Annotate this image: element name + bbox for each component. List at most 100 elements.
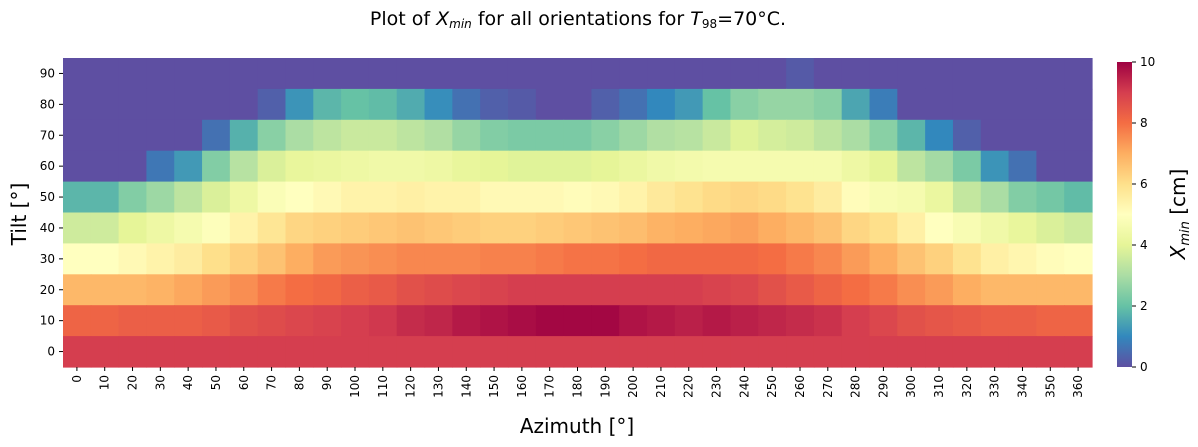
heatmap-cell bbox=[647, 274, 676, 306]
heatmap-cell bbox=[1036, 58, 1065, 90]
heatmap-cell bbox=[257, 150, 287, 183]
heatmap-cell bbox=[480, 181, 509, 214]
heatmap-cell bbox=[452, 150, 481, 183]
heatmap-cell bbox=[452, 274, 481, 306]
heatmap-cell bbox=[202, 88, 231, 121]
heatmap-cell bbox=[619, 305, 648, 337]
heatmap-cell bbox=[424, 181, 453, 214]
heatmap-cell bbox=[1008, 336, 1037, 368]
heatmap-cell bbox=[786, 336, 815, 368]
heatmap-cell bbox=[869, 181, 898, 214]
heatmap-cell bbox=[396, 181, 426, 214]
heatmap-cell bbox=[507, 274, 537, 306]
heatmap-cell bbox=[952, 305, 982, 337]
heatmap-cell bbox=[257, 336, 287, 368]
heatmap-cell bbox=[1064, 150, 1093, 183]
heatmap-cell bbox=[257, 181, 287, 214]
heatmap-cell bbox=[786, 274, 815, 306]
heatmap-cell bbox=[980, 305, 1010, 337]
heatmap-cell bbox=[285, 243, 314, 275]
heatmap-cell bbox=[313, 181, 342, 214]
heatmap-cell bbox=[813, 150, 843, 183]
heatmap-cell bbox=[507, 88, 537, 121]
heatmap-cell bbox=[952, 212, 982, 244]
heatmap-cell bbox=[841, 305, 871, 337]
heatmap-cell bbox=[1036, 305, 1065, 337]
heatmap-cell bbox=[202, 243, 231, 275]
heatmap-cell bbox=[1064, 243, 1093, 275]
heatmap-cell bbox=[535, 243, 565, 275]
heatmap-cell bbox=[90, 243, 120, 275]
heatmap-cell bbox=[341, 119, 370, 152]
heatmap-cell bbox=[730, 305, 759, 337]
heatmap-cell bbox=[1064, 58, 1093, 90]
heatmap-cell bbox=[313, 274, 342, 306]
heatmap-cell bbox=[591, 150, 620, 183]
heatmap-cell bbox=[1036, 119, 1065, 152]
heatmap-cell bbox=[341, 305, 370, 337]
heatmap-cell bbox=[535, 305, 565, 337]
heatmap-cell bbox=[786, 181, 815, 214]
heatmap-cell bbox=[396, 58, 426, 90]
heatmap-cell bbox=[90, 212, 120, 244]
heatmap-cell bbox=[869, 305, 898, 337]
y-tick-label: 60 bbox=[40, 159, 55, 173]
heatmap-cell bbox=[535, 150, 565, 183]
x-tick-label: 350 bbox=[1043, 375, 1057, 398]
heatmap-cell bbox=[368, 274, 398, 306]
heatmap-cell bbox=[174, 119, 203, 152]
heatmap-cell bbox=[647, 212, 676, 244]
heatmap-cell bbox=[1064, 181, 1093, 214]
x-tick-label: 360 bbox=[1071, 375, 1085, 398]
heatmap-cell bbox=[507, 119, 537, 152]
heatmap-cell bbox=[146, 58, 175, 90]
heatmap-cell bbox=[1036, 274, 1065, 306]
heatmap-cell bbox=[480, 274, 509, 306]
heatmap-cell bbox=[1036, 243, 1065, 275]
y-tick-label: 10 bbox=[40, 314, 55, 328]
heatmap-cell bbox=[202, 58, 231, 90]
heatmap-cell bbox=[591, 274, 620, 306]
heatmap-cell bbox=[980, 119, 1010, 152]
heatmap-cell bbox=[452, 212, 481, 244]
x-tick-label: 140 bbox=[459, 375, 473, 398]
heatmap-cell bbox=[368, 336, 398, 368]
heatmap-cell bbox=[90, 150, 120, 183]
heatmap-cell bbox=[869, 58, 898, 90]
heatmap-cell bbox=[285, 150, 314, 183]
heatmap-cell bbox=[813, 212, 843, 244]
heatmap-cell bbox=[897, 181, 926, 214]
heatmap-cell bbox=[563, 336, 592, 368]
heatmap-cell bbox=[118, 212, 148, 244]
heatmap-cell bbox=[535, 58, 565, 90]
heatmap-cell bbox=[674, 150, 704, 183]
heatmap-cell bbox=[285, 336, 314, 368]
heatmap-cell bbox=[563, 150, 592, 183]
heatmap-cell bbox=[869, 88, 898, 121]
heatmap-cell bbox=[1064, 305, 1093, 337]
x-tick-label: 260 bbox=[793, 375, 807, 398]
heatmap-cell bbox=[674, 243, 704, 275]
heatmap-cell bbox=[841, 88, 871, 121]
x-tick-label: 130 bbox=[431, 375, 445, 398]
heatmap-cell bbox=[952, 274, 982, 306]
heatmap-cell bbox=[368, 305, 398, 337]
heatmap-cell bbox=[507, 212, 537, 244]
colorbar-ticks: 0 2 4 6 8 10 bbox=[1132, 55, 1155, 374]
heatmap-cell bbox=[174, 274, 203, 306]
heatmap-cell bbox=[897, 274, 926, 306]
x-tick-label: 240 bbox=[737, 375, 751, 398]
heatmap-cell bbox=[424, 243, 453, 275]
heatmap-cell bbox=[396, 305, 426, 337]
heatmap-cell bbox=[813, 119, 843, 152]
heatmap-cell bbox=[424, 88, 453, 121]
heatmap-cell bbox=[786, 243, 815, 275]
heatmap-cell bbox=[841, 119, 871, 152]
heatmap-cell bbox=[118, 336, 148, 368]
heatmap-cell bbox=[535, 181, 565, 214]
heatmap-cell bbox=[452, 181, 481, 214]
heatmap-cell bbox=[341, 274, 370, 306]
heatmap-cell bbox=[174, 336, 203, 368]
x-tick-label: 160 bbox=[515, 375, 529, 398]
heatmap-cell bbox=[202, 305, 231, 337]
